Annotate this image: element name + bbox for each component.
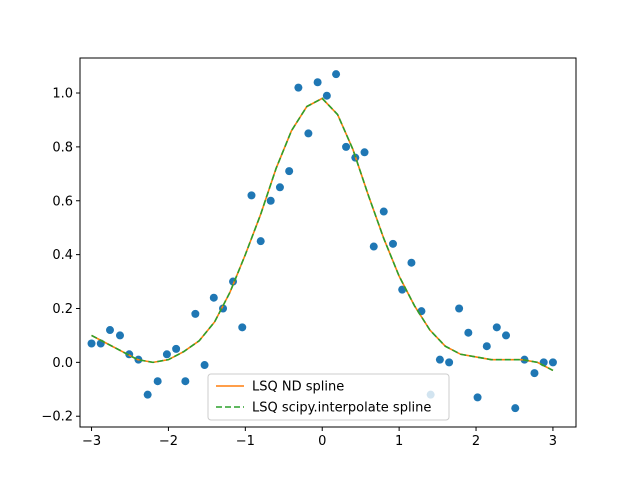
legend-label-1: LSQ scipy.interpolate spline xyxy=(252,401,431,416)
scatter-point xyxy=(435,355,444,364)
y-tick-label: 0.4 xyxy=(52,248,73,263)
x-tick-label: 0 xyxy=(318,434,326,449)
scatter-point xyxy=(181,377,190,386)
y-tick-label: 0.0 xyxy=(52,356,73,371)
y-tick-label: 0.2 xyxy=(52,302,73,317)
scatter-point xyxy=(313,78,322,87)
scatter-point xyxy=(209,293,218,302)
legend: LSQ ND spline LSQ scipy.interpolate splin… xyxy=(207,373,450,421)
x-tick-label: 1 xyxy=(395,434,403,449)
scatter-point xyxy=(275,183,284,192)
scatter-point xyxy=(332,70,341,79)
scatter-point xyxy=(511,404,520,413)
scatter-point xyxy=(455,304,464,313)
scatter-point xyxy=(238,323,247,332)
scatter-point xyxy=(162,350,171,359)
scatter-point xyxy=(482,342,491,351)
x-tick-label: −3 xyxy=(82,434,101,449)
scatter-point xyxy=(379,207,388,216)
scatter-point xyxy=(247,191,256,200)
y-tick-label: 1.0 xyxy=(52,87,73,102)
scatter-point xyxy=(153,377,162,386)
scatter-point xyxy=(360,148,369,157)
scatter-point xyxy=(191,309,200,318)
scatter-point xyxy=(256,237,265,246)
scatter-point xyxy=(342,142,351,151)
legend-label-0: LSQ ND spline xyxy=(252,380,344,395)
plot-area xyxy=(79,57,577,428)
scatter-point xyxy=(304,129,313,138)
y-tick-label: 0.8 xyxy=(52,140,73,155)
scatter-point xyxy=(322,91,331,100)
scatter-point xyxy=(200,361,209,370)
scatter-point xyxy=(266,196,275,205)
scatter-point xyxy=(388,239,397,248)
scatter-point xyxy=(172,344,181,353)
scatter-point xyxy=(285,167,294,176)
x-tick-label: 3 xyxy=(549,434,557,449)
x-tick-label: −2 xyxy=(159,434,178,449)
scatter-point xyxy=(115,331,124,340)
series-line-1 xyxy=(91,97,554,372)
scatter-point xyxy=(445,358,454,367)
x-tick-label: −1 xyxy=(236,434,255,449)
y-tick-label: −0.2 xyxy=(41,410,73,425)
y-tick-label: 0.6 xyxy=(52,194,73,209)
x-tick-label: 2 xyxy=(472,434,480,449)
scatter-point xyxy=(294,83,303,92)
scatter-point xyxy=(548,358,557,367)
scatter-point xyxy=(530,369,539,378)
scatter-point xyxy=(464,328,473,337)
scatter-point xyxy=(143,390,152,399)
scatter-point xyxy=(502,331,511,340)
scatter-point xyxy=(87,339,96,348)
x-axis: −3 −2 −1 0 1 2 3 xyxy=(82,427,557,449)
scatter-point xyxy=(473,393,482,402)
axes-frame xyxy=(79,57,577,428)
scatter-point xyxy=(492,323,501,332)
scatter-point xyxy=(369,242,378,251)
legend-box xyxy=(207,373,450,421)
y-axis: −0.2 0.0 0.2 0.4 0.6 0.8 1.0 xyxy=(41,87,80,425)
scatter-point xyxy=(105,326,114,335)
scatter-point xyxy=(407,258,416,267)
